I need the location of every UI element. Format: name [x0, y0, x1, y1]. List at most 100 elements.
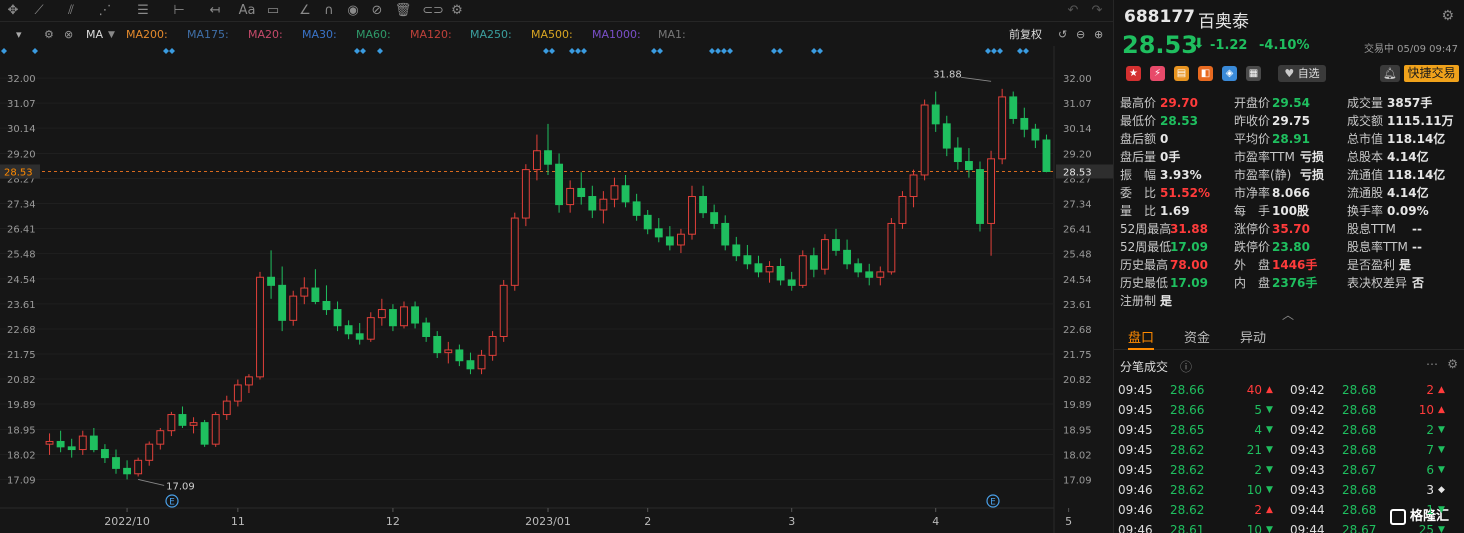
close-icon[interactable]: ⊗ [64, 28, 74, 41]
event-marker[interactable] [354, 48, 360, 54]
event-marker[interactable] [651, 48, 657, 54]
candle[interactable] [599, 191, 608, 224]
candle[interactable] [488, 331, 497, 361]
candle[interactable] [632, 193, 641, 221]
finance-icon[interactable]: ▤ [1174, 66, 1189, 81]
candle[interactable] [843, 239, 852, 270]
comment-icon[interactable]: ▭ [266, 3, 280, 18]
candle[interactable] [865, 263, 874, 286]
event-marker[interactable] [169, 48, 175, 54]
tab-funds[interactable]: 资金 [1184, 331, 1211, 346]
chevron-down-icon[interactable]: ▾ [16, 28, 22, 41]
event-marker[interactable] [581, 48, 587, 54]
candle[interactable] [377, 298, 386, 326]
candle[interactable] [366, 312, 375, 342]
candle[interactable] [699, 185, 708, 219]
candle[interactable] [422, 317, 431, 342]
candle[interactable] [45, 433, 54, 455]
candle[interactable] [798, 250, 807, 289]
candle[interactable] [388, 304, 397, 332]
ma-selector[interactable]: MA [86, 28, 104, 41]
settings-icon[interactable]: ⚙ [44, 28, 54, 41]
candle[interactable] [776, 258, 785, 286]
candle[interactable] [521, 164, 530, 227]
candle[interactable] [942, 115, 951, 157]
candle[interactable] [455, 344, 464, 367]
candle[interactable] [887, 218, 896, 275]
info-icon[interactable]: ⓘ [1180, 360, 1193, 374]
candle[interactable] [433, 331, 442, 359]
candle[interactable] [477, 349, 486, 375]
event-marker[interactable] [543, 48, 549, 54]
candle[interactable] [577, 172, 586, 205]
add-watchlist-button[interactable]: ♥ 自选 [1278, 65, 1326, 82]
settings-icon[interactable]: ⚙ [1447, 357, 1458, 371]
event-marker[interactable] [721, 48, 727, 54]
line-icon[interactable]: ⟋ [34, 3, 44, 18]
candle[interactable] [499, 279, 508, 342]
candle[interactable] [621, 174, 630, 208]
candle[interactable] [787, 271, 796, 291]
candle[interactable] [211, 411, 220, 447]
candle[interactable] [920, 99, 929, 181]
tab-anomaly[interactable]: 异动 [1240, 331, 1267, 346]
candle[interactable] [654, 218, 663, 243]
magnet-icon[interactable]: ∩ [324, 3, 334, 18]
event-marker[interactable] [163, 48, 169, 54]
ma-item[interactable]: MA200: [126, 28, 168, 41]
ma-item[interactable]: MA1000: [592, 28, 641, 41]
dividend-event-icon[interactable]: E [986, 494, 1000, 508]
candle[interactable] [67, 438, 76, 458]
candlestick-chart[interactable]: 32.00 32.00 31.07 31.07 30.14 30.14 29.20 29.20… [0, 46, 1113, 533]
tab-orderbook[interactable]: 盘口 [1128, 331, 1155, 346]
candle[interactable] [256, 271, 264, 380]
event-marker[interactable] [709, 48, 715, 54]
bell-icon[interactable]: 🔔︎ [1380, 65, 1400, 82]
event-marker[interactable] [777, 48, 783, 54]
ma-item[interactable]: MA1: [658, 28, 686, 41]
event-marker[interactable] [377, 48, 383, 54]
candle[interactable] [832, 228, 840, 256]
chevron-down-icon[interactable]: ▼ [108, 30, 115, 40]
candle[interactable] [765, 261, 774, 283]
event-marker[interactable] [817, 48, 823, 54]
reset-icon[interactable]: ↺ [1058, 28, 1068, 41]
candle[interactable] [244, 374, 253, 394]
candle[interactable] [820, 234, 829, 275]
candle[interactable] [743, 244, 752, 270]
candle[interactable] [854, 258, 863, 278]
candle[interactable] [721, 215, 730, 251]
candle[interactable] [1009, 91, 1018, 124]
candle[interactable] [289, 290, 298, 326]
candle[interactable] [566, 180, 575, 213]
candle[interactable] [643, 209, 652, 235]
trash-icon[interactable]: 🗑︎ [394, 3, 412, 18]
ma-item[interactable]: MA500: [531, 28, 573, 41]
undo-icon[interactable]: ↶ [1067, 3, 1079, 18]
candle[interactable] [156, 428, 165, 450]
candle[interactable] [311, 269, 320, 305]
event-marker[interactable] [657, 48, 663, 54]
event-marker[interactable] [997, 48, 1003, 54]
candle[interactable] [964, 148, 973, 178]
candle[interactable] [222, 395, 231, 420]
event-marker[interactable] [32, 48, 38, 54]
candle[interactable] [322, 285, 331, 315]
hide-icon[interactable]: ⊘ [371, 3, 383, 18]
candle[interactable] [267, 250, 276, 299]
candle[interactable] [555, 153, 564, 213]
zoom-out-icon[interactable]: ⊖ [1076, 28, 1086, 41]
candle[interactable] [898, 191, 907, 229]
candle[interactable] [189, 417, 198, 434]
candle[interactable] [676, 228, 685, 254]
candle[interactable] [278, 266, 287, 332]
candle[interactable] [532, 134, 541, 181]
pattern-icon[interactable]: ⋰ [98, 3, 112, 18]
ma-item[interactable]: MA250: [470, 28, 512, 41]
chevron-up-icon[interactable]: ︿ [1282, 308, 1295, 322]
candle[interactable] [998, 88, 1007, 165]
candle[interactable] [544, 123, 552, 175]
ma-item[interactable]: MA20: [248, 28, 283, 41]
candle[interactable] [588, 185, 597, 219]
candle[interactable] [1031, 123, 1040, 149]
